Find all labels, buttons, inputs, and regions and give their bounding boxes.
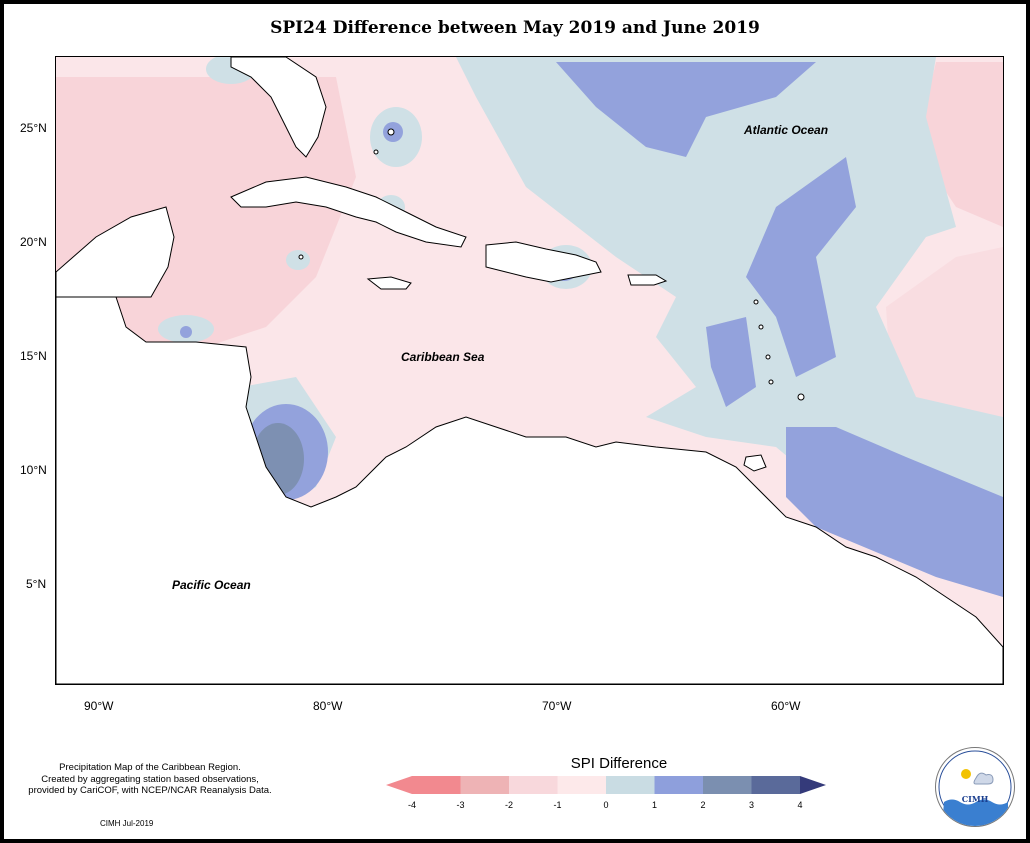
legend-swatch-4 xyxy=(606,776,655,794)
waves-icon xyxy=(942,799,1008,826)
spi-difference-map xyxy=(56,57,1003,684)
legend-tick-label: 0 xyxy=(603,800,608,810)
island-1 xyxy=(753,299,759,305)
field-pink-west xyxy=(56,77,356,377)
legend-tick-label: -1 xyxy=(553,800,561,810)
hispaniola xyxy=(485,241,602,283)
legend-tick-label: 4 xyxy=(797,800,802,810)
caribbean-sea-label: Caribbean Sea xyxy=(401,350,485,364)
lat-label-10: 10°N xyxy=(20,463,47,477)
south-central-america xyxy=(56,296,1003,684)
legend-tick-label: 1 xyxy=(652,800,657,810)
florida xyxy=(230,57,327,158)
sun-icon xyxy=(961,769,971,779)
puerto-rico xyxy=(627,274,668,286)
legend-title: SPI Difference xyxy=(570,755,668,772)
legend-arrow-low xyxy=(386,776,412,794)
cimh-logo-graphic xyxy=(938,750,1012,826)
lat-label-20: 20°N xyxy=(20,235,47,249)
lon-label-90: 90°W xyxy=(84,699,114,713)
cloud-icon xyxy=(973,772,994,785)
credit-text: CIMH Jul-2019 xyxy=(100,819,154,828)
map-panel: Atlantic Ocean Caribbean Sea Pacific Oce… xyxy=(55,56,1004,685)
atlantic-ocean-label: Atlantic Ocean xyxy=(744,123,829,137)
legend-tick-label: -4 xyxy=(408,800,416,810)
note-line-1: Precipitation Map of the Caribbean Regio… xyxy=(59,762,241,773)
legend-swatch-5 xyxy=(654,776,703,794)
pacific-ocean-label: Pacific Ocean xyxy=(172,578,251,592)
lon-label-60: 60°W xyxy=(771,699,801,713)
island-8 xyxy=(298,254,304,260)
legend-swatch-2 xyxy=(509,776,558,794)
field-blue-atlantic-south xyxy=(786,427,1003,597)
legend-swatch-7 xyxy=(751,776,800,794)
legend-swatch-0 xyxy=(412,776,461,794)
island-7 xyxy=(373,149,379,155)
coastlines xyxy=(56,57,1003,684)
island-5 xyxy=(797,393,805,401)
map-title: SPI24 Difference between May 2019 and Ju… xyxy=(270,18,760,38)
note-line-2: Created by aggregating station based obs… xyxy=(41,773,259,785)
lon-label-80: 80°W xyxy=(313,699,343,713)
legend-swatch-1 xyxy=(460,776,509,794)
legend-tick-label: -2 xyxy=(505,800,513,810)
lat-label-25: 25°N xyxy=(20,121,47,135)
field-blue-atlantic-north xyxy=(556,62,816,157)
legend-tick-label: -3 xyxy=(456,800,464,810)
field-pink-ne xyxy=(916,62,1003,227)
legend-arrow-high xyxy=(800,776,826,794)
field-blue-lesser-antilles xyxy=(706,317,756,407)
field-blue-honduras-core xyxy=(180,326,192,338)
legend-tick-label: 3 xyxy=(749,800,754,810)
logo-text: CIMH xyxy=(961,794,989,804)
legend-swatch-3 xyxy=(557,776,606,794)
field-blue-atlantic-mid xyxy=(746,157,856,377)
island-4 xyxy=(768,379,774,385)
description-note: Precipitation Map of the Caribbean Regio… xyxy=(10,762,290,797)
island-3 xyxy=(765,354,771,360)
legend-swatch-6 xyxy=(703,776,752,794)
field-blue-cayman xyxy=(286,250,310,270)
island-2 xyxy=(758,324,764,330)
lat-label-15: 15°N xyxy=(20,349,47,363)
note-line-3: provided by CariCOF, with NCEP/NCAR Rean… xyxy=(28,785,272,796)
lat-label-5: 5°N xyxy=(26,577,47,591)
lon-label-70: 70°W xyxy=(542,699,572,713)
cuba xyxy=(230,176,467,248)
legend-colorbar: -4 -3 -2 -1 0 1 2 3 4 xyxy=(386,776,826,810)
field-blue-light-atlantic xyxy=(456,57,1003,507)
cimh-logo: CIMH xyxy=(935,747,1015,827)
trinidad xyxy=(743,454,767,472)
jamaica xyxy=(366,276,412,290)
legend-tick-label: 2 xyxy=(700,800,705,810)
island-6 xyxy=(387,128,395,136)
